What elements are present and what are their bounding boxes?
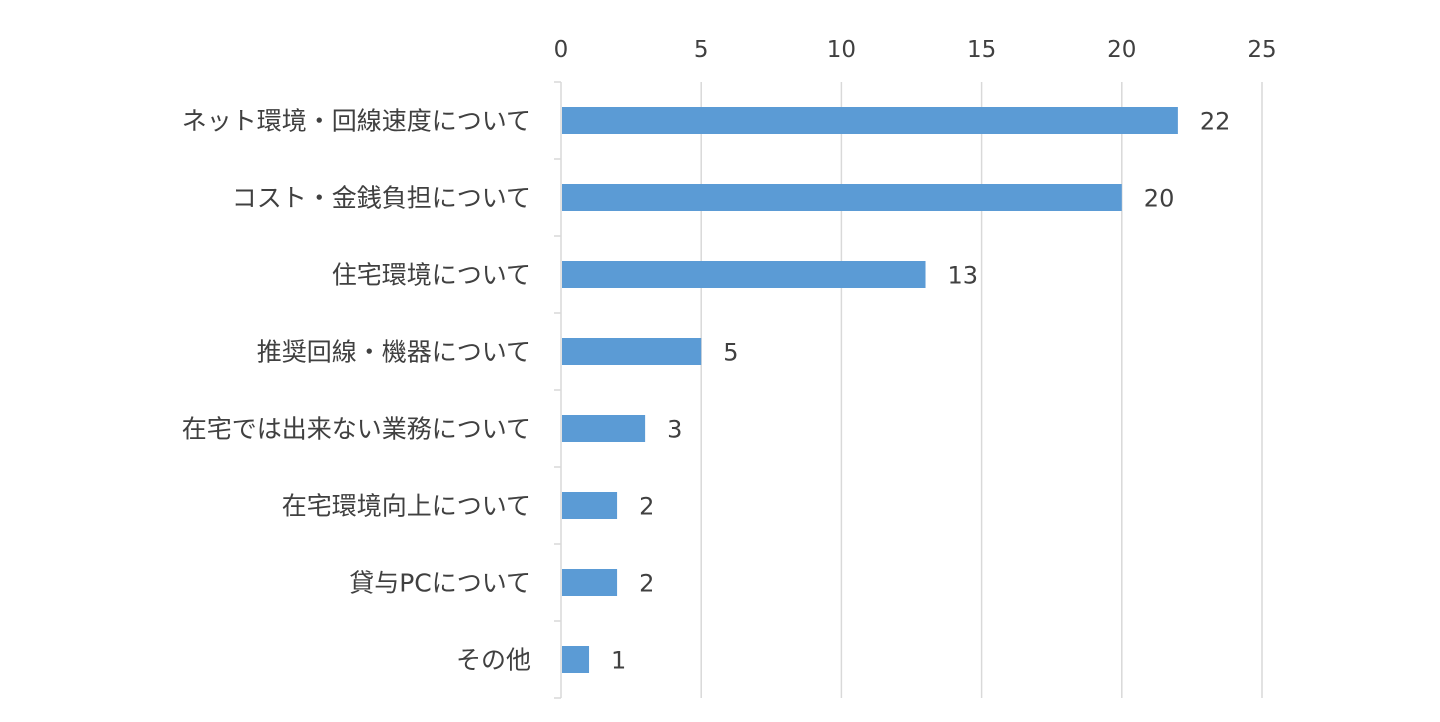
x-tick-label: 10	[827, 37, 856, 63]
data-label: 13	[948, 262, 979, 290]
data-label: 2	[639, 493, 654, 521]
bar	[562, 569, 618, 596]
bar	[562, 184, 1122, 211]
category-axis	[554, 81, 562, 699]
category-label: 貸与PCについて	[349, 569, 531, 598]
x-tick-labels: 0 5 10 15 20 25	[554, 37, 1277, 63]
category-labels: ネット環境・回線速度についてコスト・金銭負担について住宅環境について推奨回線・機…	[182, 107, 531, 675]
bar	[562, 415, 646, 442]
category-label: コスト・金銭負担について	[232, 184, 531, 213]
category-label: その他	[456, 646, 531, 675]
data-label: 5	[723, 339, 738, 367]
bars	[562, 107, 1178, 673]
category-label: ネット環境・回線速度について	[182, 107, 531, 136]
x-tick-label: 20	[1107, 37, 1136, 63]
bar	[562, 492, 618, 519]
category-label: 在宅では出来ない業務について	[182, 415, 531, 444]
x-tick-label: 5	[694, 37, 709, 63]
x-tick-label: 25	[1247, 37, 1276, 63]
bar	[562, 646, 590, 673]
category-label: 推奨回線・機器について	[257, 338, 531, 367]
data-label: 3	[667, 416, 682, 444]
gridlines	[700, 82, 1263, 698]
category-label: 在宅環境向上について	[282, 492, 531, 521]
bar	[562, 107, 1178, 134]
x-tick-label: 15	[967, 37, 996, 63]
data-label: 2	[639, 570, 654, 598]
category-label: 住宅環境について	[332, 261, 531, 290]
data-label: 22	[1200, 108, 1231, 136]
bar	[562, 261, 926, 288]
data-label: 20	[1144, 185, 1175, 213]
data-label: 1	[611, 647, 626, 675]
x-tick-label: 0	[554, 37, 569, 63]
bar	[562, 338, 702, 365]
